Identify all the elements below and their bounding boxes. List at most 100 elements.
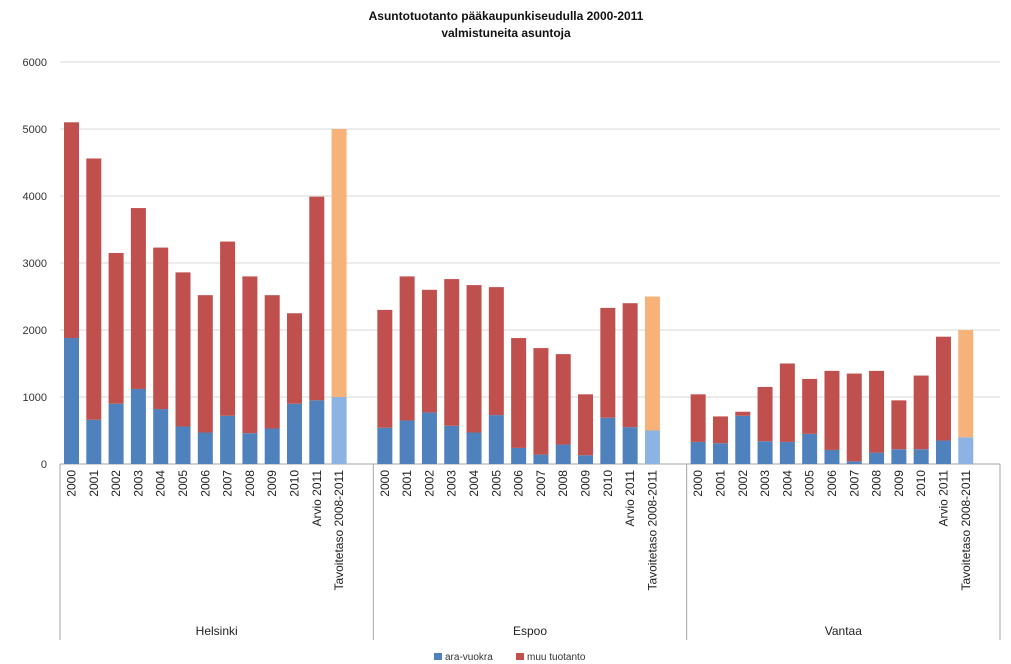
legend: ara-vuokra muu tuotanto: [434, 652, 586, 663]
y-tick-label: 1000: [23, 392, 47, 404]
bar-muu-tuotanto: [64, 122, 79, 339]
bar-ara-vuokra: [86, 419, 102, 464]
x-tick-label: Tavoitetaso 2008-2011: [332, 470, 346, 591]
bar-muu-tuotanto: [958, 330, 974, 438]
legend-swatch-ara: [434, 653, 442, 660]
bar-muu-tuotanto: [913, 375, 929, 450]
bar-muu-tuotanto: [935, 336, 951, 441]
bar-muu-tuotanto: [555, 354, 571, 445]
bar-muu-tuotanto: [86, 158, 102, 420]
bar-muu-tuotanto: [175, 272, 191, 427]
x-tick-label: 2004: [467, 470, 481, 497]
x-tick-label: 2007: [534, 470, 548, 497]
bar-ara-vuokra: [377, 427, 393, 464]
x-tick-label: 2010: [914, 470, 928, 497]
x-tick-label: 2009: [265, 470, 279, 497]
bar-ara-vuokra: [108, 403, 124, 464]
x-tick-label: 2008: [243, 470, 257, 497]
bar-muu-tuotanto: [309, 196, 325, 401]
x-tick-label: 2007: [847, 470, 861, 497]
x-tick-label: Arvio 2011: [310, 470, 324, 527]
bars: [64, 122, 974, 464]
x-tick-label: 2007: [221, 470, 235, 497]
bar-ara-vuokra: [846, 461, 862, 464]
x-tick-label: 2000: [691, 470, 705, 497]
bar-ara-vuokra: [533, 454, 549, 464]
bar-ara-vuokra: [735, 415, 751, 464]
y-tick-label: 2000: [23, 325, 47, 337]
bar-ara-vuokra: [824, 449, 840, 464]
x-tick-label: 2004: [154, 470, 168, 497]
x-tick-label: 2008: [870, 470, 884, 497]
x-tick-label: 2002: [109, 470, 123, 497]
x-tick-label: 2005: [489, 470, 503, 497]
bar-ara-vuokra: [399, 420, 415, 464]
legend-label-ara: ara-vuokra: [445, 652, 493, 663]
x-tick-label: 2006: [198, 470, 212, 497]
x-tick-label: 2010: [601, 470, 615, 497]
x-tick-label: 2009: [892, 470, 906, 497]
x-tick-label: Arvio 2011: [623, 470, 637, 527]
bar-muu-tuotanto: [757, 386, 773, 442]
legend-swatch-muu: [516, 653, 524, 660]
bar-muu-tuotanto: [644, 296, 660, 431]
x-tick-label: 2001: [400, 470, 414, 497]
chart-title: Asuntotuotanto pääkaupunkiseudulla 2000-…: [369, 9, 644, 23]
bar-muu-tuotanto: [287, 313, 302, 404]
bar-ara-vuokra: [913, 449, 929, 464]
bar-ara-vuokra: [220, 415, 236, 464]
bar-muu-tuotanto: [533, 348, 549, 455]
bar-ara-vuokra: [891, 449, 907, 464]
bar-ara-vuokra: [242, 433, 258, 464]
bar-ara-vuokra: [64, 338, 79, 464]
x-tick-label: 2000: [65, 470, 79, 497]
group-labels: Helsinki Espoo Vantaa: [59, 464, 1001, 640]
y-tick-label: 3000: [23, 258, 47, 270]
bar-muu-tuotanto: [130, 208, 146, 389]
bar-muu-tuotanto: [712, 416, 728, 444]
bar-muu-tuotanto: [600, 307, 616, 418]
y-tick-label: 6000: [23, 57, 47, 69]
x-tick-label: 2006: [825, 470, 839, 497]
bar-muu-tuotanto: [421, 289, 437, 413]
bar-muu-tuotanto: [511, 338, 527, 448]
y-tick-label: 4000: [23, 191, 47, 203]
bar-ara-vuokra: [712, 443, 728, 464]
bar-ara-vuokra: [779, 441, 795, 464]
bar-ara-vuokra: [802, 433, 818, 464]
bar-muu-tuotanto: [622, 303, 638, 428]
bar-ara-vuokra: [869, 452, 885, 464]
bar-muu-tuotanto: [466, 285, 482, 433]
bar-muu-tuotanto: [377, 309, 393, 428]
bar-muu-tuotanto: [197, 295, 213, 433]
legend-label-muu: muu tuotanto: [527, 652, 586, 663]
y-tick-label: 0: [41, 459, 47, 471]
x-tick-label: 2002: [422, 470, 436, 497]
bar-muu-tuotanto: [891, 400, 907, 450]
bar-muu-tuotanto: [220, 241, 236, 416]
bar-muu-tuotanto: [108, 252, 124, 404]
bar-muu-tuotanto: [735, 411, 751, 416]
bar-ara-vuokra: [130, 388, 146, 464]
x-tick-label: 2001: [713, 470, 727, 497]
x-axis-labels: 2000 2001 2002 2003 2004 2005 2006 2007 2008 2009…: [65, 470, 973, 591]
bar-muu-tuotanto: [578, 394, 594, 456]
group-label: Vantaa: [825, 624, 862, 638]
x-tick-label: 2003: [758, 470, 772, 497]
x-tick-label: 2008: [556, 470, 570, 497]
y-axis-ticks: 0 1000 2000 3000 4000 5000 6000: [23, 57, 47, 471]
x-tick-label: 2006: [512, 470, 526, 497]
x-tick-label: Tavoitetaso 2008-2011: [959, 470, 973, 591]
bar-ara-vuokra: [264, 428, 280, 464]
bar-ara-vuokra: [578, 455, 594, 464]
bar-muu-tuotanto: [802, 378, 818, 434]
bar-ara-vuokra: [644, 430, 660, 464]
bar-ara-vuokra: [511, 447, 527, 464]
x-tick-label: 2003: [131, 470, 145, 497]
bar-ara-vuokra: [175, 426, 191, 464]
bar-muu-tuotanto: [399, 276, 415, 421]
x-tick-label: 2009: [579, 470, 593, 497]
bar-ara-vuokra: [309, 400, 325, 464]
bar-ara-vuokra: [488, 415, 504, 464]
